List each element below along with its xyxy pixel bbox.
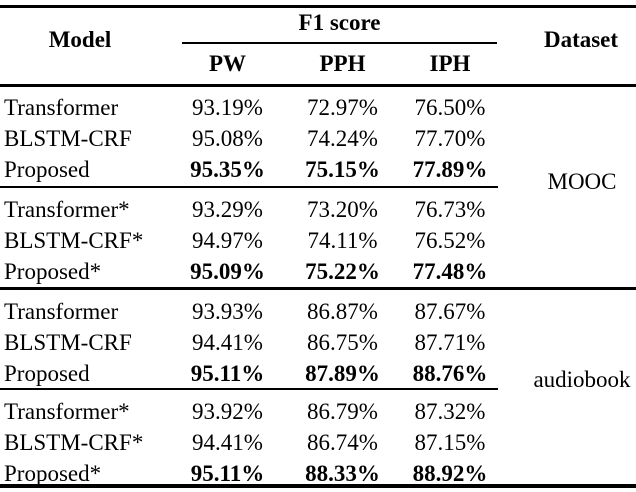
pph-cell: 75.15% <box>305 156 380 182</box>
pph-cell: 73.20% <box>307 196 378 222</box>
pph-cell: 86.87% <box>307 298 378 324</box>
pph-cell: 86.75% <box>307 329 378 355</box>
model-cell: BLSTM-CRF* <box>4 429 144 455</box>
column-group-header-f1: F1 score <box>298 10 381 35</box>
model-cell: Proposed* <box>4 460 102 486</box>
model-cell: BLSTM-CRF <box>4 125 132 151</box>
dataset-divider-rule <box>0 287 636 290</box>
pw-cell: 95.35% <box>190 156 265 182</box>
column-header-model: Model <box>48 27 112 52</box>
model-cell: Transformer <box>4 94 119 120</box>
table-row-proposed: Proposed* 95.11% 88.33% 88.92% <box>0 458 505 489</box>
iph-cell: 77.89% <box>412 156 488 182</box>
pph-cell: 72.97% <box>307 94 378 120</box>
model-cell: BLSTM-CRF* <box>4 227 144 253</box>
pw-cell: 95.08% <box>192 125 263 151</box>
iph-cell: 87.67% <box>414 298 486 324</box>
bottom-rule <box>0 484 636 488</box>
column-header-iph: IPH <box>429 51 471 76</box>
table-row-proposed: Proposed 95.35% 75.15% 77.89% <box>0 154 505 185</box>
pw-cell: 94.97% <box>192 227 263 253</box>
pph-cell: 88.33% <box>305 460 380 486</box>
table-row: Transformer 93.19% 72.97% 76.50% <box>0 92 505 123</box>
top-rule <box>0 5 636 8</box>
model-cell: Transformer* <box>4 398 130 424</box>
iph-cell: 76.52% <box>414 227 486 253</box>
iph-cell: 77.48% <box>412 258 488 284</box>
table-row: BLSTM-CRF* 94.41% 86.74% 87.15% <box>0 427 505 458</box>
model-cell: Transformer <box>4 298 119 324</box>
pw-cell: 94.41% <box>192 329 263 355</box>
pw-cell: 93.19% <box>192 94 263 120</box>
column-header-pw: PW <box>208 51 247 76</box>
mooc-subsection-divider <box>0 186 498 188</box>
audiobook-group-unstarred: Transformer 93.93% 86.87% 87.67% BLSTM-C… <box>0 296 505 389</box>
f1-group-underline <box>182 42 497 44</box>
table-row: Transformer 93.93% 86.87% 87.67% <box>0 296 505 327</box>
pw-cell: 93.93% <box>192 298 263 324</box>
audiobook-group-starred: Transformer* 93.92% 86.79% 87.32% BLSTM-… <box>0 396 505 489</box>
mooc-group-starred: Transformer* 93.29% 73.20% 76.73% BLSTM-… <box>0 194 505 287</box>
column-header-dataset: Dataset <box>543 27 619 52</box>
pw-cell: 94.41% <box>192 429 263 455</box>
iph-cell: 87.32% <box>414 398 486 424</box>
table-row: Transformer* 93.92% 86.79% 87.32% <box>0 396 505 427</box>
table-row: Transformer* 93.29% 73.20% 76.73% <box>0 194 505 225</box>
pw-cell: 93.92% <box>192 398 263 424</box>
audiobook-subsection-divider <box>0 388 498 390</box>
iph-cell: 88.92% <box>412 460 488 486</box>
iph-cell: 76.73% <box>414 196 486 222</box>
table-row-proposed: Proposed* 95.09% 75.22% 77.48% <box>0 256 505 287</box>
pph-cell: 86.74% <box>307 429 378 455</box>
dataset-label-audiobook: audiobook <box>533 367 631 392</box>
table-row: BLSTM-CRF* 94.97% 74.11% 76.52% <box>0 225 505 256</box>
pw-cell: 95.11% <box>190 360 265 386</box>
table-row: BLSTM-CRF 95.08% 74.24% 77.70% <box>0 123 505 154</box>
pw-cell: 95.11% <box>190 460 265 486</box>
pph-cell: 74.24% <box>307 125 378 151</box>
iph-cell: 87.71% <box>414 329 486 355</box>
pph-cell: 74.11% <box>307 227 378 253</box>
column-header-pph: PPH <box>319 51 366 76</box>
pph-cell: 86.79% <box>307 398 378 424</box>
model-cell: Proposed <box>4 156 90 182</box>
iph-cell: 76.50% <box>414 94 486 120</box>
model-cell: BLSTM-CRF <box>4 329 132 355</box>
pw-cell: 93.29% <box>192 196 263 222</box>
pph-cell: 75.22% <box>305 258 380 284</box>
dataset-label-mooc: MOOC <box>547 169 617 194</box>
model-cell: Transformer* <box>4 196 130 222</box>
pph-cell: 87.89% <box>305 360 380 386</box>
table-row-proposed: Proposed 95.11% 87.89% 88.76% <box>0 358 505 389</box>
pw-cell: 95.09% <box>190 258 265 284</box>
model-cell: Proposed* <box>4 258 102 284</box>
mooc-group-unstarred: Transformer 93.19% 72.97% 76.50% BLSTM-C… <box>0 92 505 185</box>
iph-cell: 87.15% <box>414 429 486 455</box>
model-cell: Proposed <box>4 360 90 386</box>
header-rule <box>0 84 636 87</box>
table-row: BLSTM-CRF 94.41% 86.75% 87.71% <box>0 327 505 358</box>
iph-cell: 77.70% <box>414 125 486 151</box>
iph-cell: 88.76% <box>412 360 488 386</box>
